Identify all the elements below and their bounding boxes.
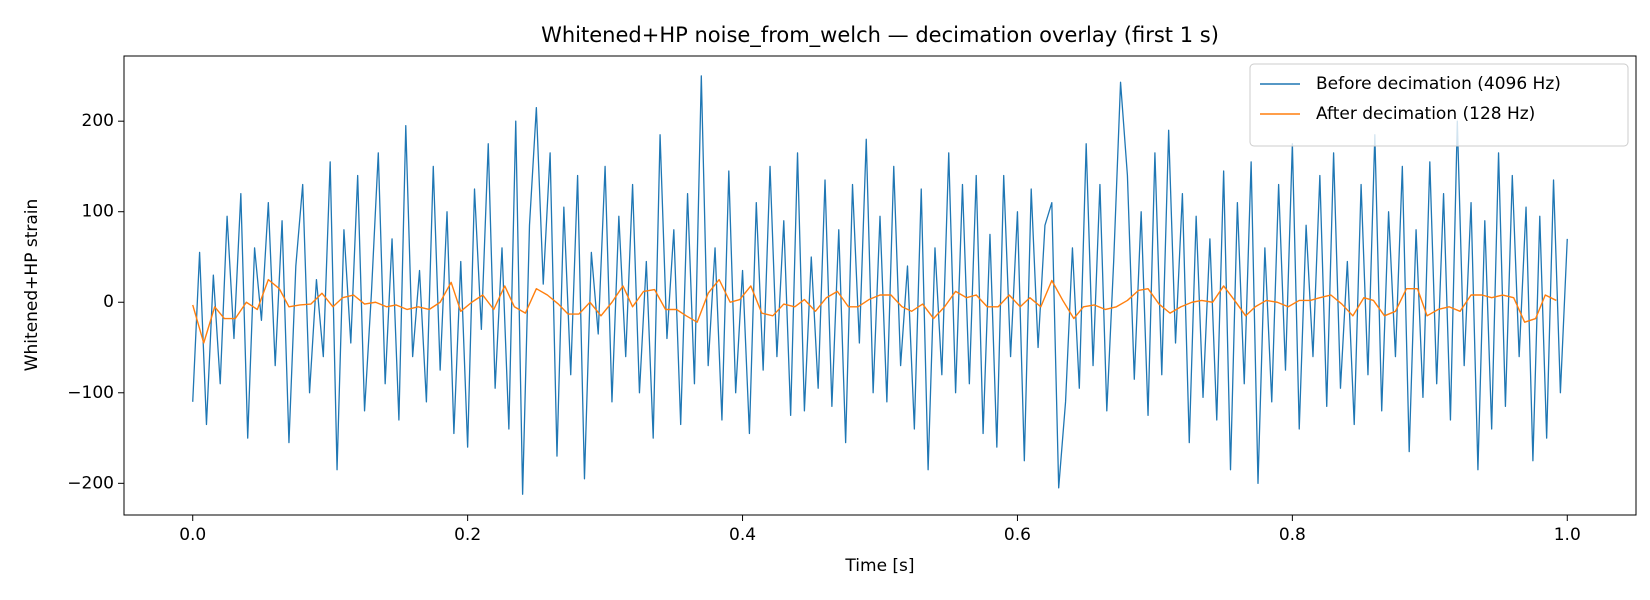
legend-label: After decimation (128 Hz)	[1316, 104, 1535, 124]
y-axis-label: Whitened+HP strain	[22, 199, 42, 372]
x-tick-label: 0.4	[729, 525, 756, 545]
y-tick-label: −100	[67, 383, 114, 403]
series-line	[192, 75, 1568, 495]
legend-label: Before decimation (4096 Hz)	[1316, 74, 1561, 94]
x-tick-label: 0.6	[1004, 525, 1031, 545]
x-tick-label: 1.0	[1554, 525, 1581, 545]
x-tick-label: 0.0	[179, 525, 206, 545]
y-tick-label: 100	[82, 202, 114, 222]
plot-frame	[123, 55, 1637, 516]
series-line	[192, 278, 1557, 344]
x-axis-label: Time [s]	[844, 556, 914, 576]
y-tick-label: 0	[103, 292, 114, 312]
y-tick-label: −200	[67, 473, 114, 493]
x-tick-label: 0.2	[454, 525, 481, 545]
y-tick-label: 200	[82, 111, 114, 131]
chart-title: Whitened+HP noise_from_welch — decimatio…	[541, 23, 1219, 48]
x-tick-label: 0.8	[1279, 525, 1306, 545]
legend-box	[1249, 63, 1629, 147]
